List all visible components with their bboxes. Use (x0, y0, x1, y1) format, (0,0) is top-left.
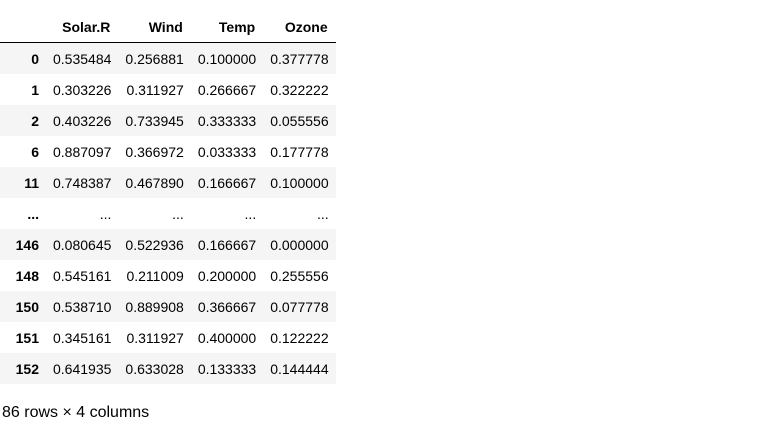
table-cell: 0.345161 (53, 329, 112, 346)
table-cell: 0.467890 (125, 174, 184, 191)
row-index: 11 (24, 174, 39, 191)
table-cell: 0.077778 (270, 298, 329, 315)
table-cell: 0.366667 (197, 298, 257, 315)
table-cell: 0.200000 (197, 267, 257, 284)
table-row: 0 0.535484 0.256881 0.100000 0.377778 (0, 42, 336, 74)
row-index: 6 (31, 143, 39, 160)
table-cell: 0.080645 (53, 236, 112, 253)
row-index: 150 (15, 298, 39, 315)
table-row: 1 0.303226 0.311927 0.266667 0.322222 (0, 74, 336, 105)
table-row: 148 0.545161 0.211009 0.200000 0.255556 (0, 260, 336, 291)
row-index: 1 (31, 81, 39, 98)
table-cell: 0.748387 (53, 174, 112, 191)
table-cell: 0.311927 (126, 81, 184, 98)
table-row: ............... (0, 198, 336, 229)
table-body: 0 0.535484 0.256881 0.100000 0.377778 1 0.3032… (0, 42, 336, 384)
table-cell: 0.211009 (126, 267, 184, 284)
table-row: 151 0.345161 0.311927 0.400000 0.122222 (0, 322, 336, 353)
table-cell: 0.535484 (53, 50, 112, 67)
index-header (0, 12, 46, 43)
table-cell: 0.166667 (197, 174, 257, 191)
dataframe-table: Solar.R Wind Temp Ozone 0 0.535484 0.25688… (0, 12, 336, 384)
table-cell: ... (316, 205, 329, 222)
column-header-ozone: Ozone (263, 12, 336, 43)
row-index: 151 (15, 329, 39, 346)
table-cell: 0.166667 (197, 236, 257, 253)
table-cell: 0.322222 (270, 81, 329, 98)
column-header-solar-r: Solar.R (46, 12, 119, 43)
row-index: 148 (15, 267, 39, 284)
table-row: 2 0.403226 0.733945 0.333333 0.055556 (0, 105, 336, 136)
table-cell: 0.366972 (125, 143, 184, 160)
table-cell: 0.538710 (53, 298, 112, 315)
table-cell: 0.100000 (197, 50, 257, 67)
table-cell: 0.000000 (270, 236, 329, 253)
column-header-temp: Temp (190, 12, 264, 43)
table-cell: ... (244, 205, 257, 222)
header-row: Solar.R Wind Temp Ozone (0, 12, 336, 43)
table-cell: 0.889908 (125, 298, 184, 315)
table-cell: ... (172, 205, 184, 222)
table-row: 146 0.080645 0.522936 0.166667 0.000000 (0, 229, 336, 260)
table-cell: 0.133333 (197, 360, 257, 377)
table-cell: 0.633028 (125, 360, 184, 377)
row-index: 0 (31, 50, 39, 67)
table-row: 11 0.748387 0.467890 0.166667 0.100000 (0, 167, 336, 198)
row-index: 2 (31, 112, 39, 129)
table-cell: 0.144444 (270, 360, 329, 377)
table-cell: 0.255556 (270, 267, 329, 284)
table-cell: 0.122222 (270, 329, 329, 346)
dataframe-output: Solar.R Wind Temp Ozone 0 0.535484 0.25688… (0, 12, 336, 384)
table-row: 152 0.641935 0.633028 0.133333 0.144444 (0, 353, 336, 384)
table-cell: 0.033333 (197, 143, 257, 160)
table-cell: 0.545161 (53, 267, 112, 284)
table-cell: 0.311927 (126, 329, 184, 346)
row-index: 146 (15, 236, 39, 253)
table-cell: ... (99, 205, 112, 222)
column-header-wind: Wind (118, 12, 191, 43)
table-cell: 0.256881 (125, 50, 184, 67)
table-cell: 0.400000 (197, 329, 257, 346)
table-cell: 0.303226 (53, 81, 112, 98)
table-cell: 0.333333 (197, 112, 257, 129)
table-cell: 0.887097 (53, 143, 112, 160)
table-cell: 0.055556 (270, 112, 329, 129)
table-cell: 0.100000 (270, 174, 329, 191)
table-cell: 0.641935 (53, 360, 112, 377)
table-row: 150 0.538710 0.889908 0.366667 0.077778 (0, 291, 336, 322)
table-cell: 0.522936 (125, 236, 184, 253)
table-cell: 0.377778 (270, 50, 329, 67)
row-index: ... (27, 205, 39, 222)
table-cell: 0.266667 (197, 81, 257, 98)
shape-summary: 86 rows × 4 columns (2, 404, 150, 421)
table-cell: 0.403226 (53, 112, 112, 129)
row-index: 152 (15, 360, 39, 377)
table-cell: 0.177778 (270, 143, 329, 160)
table-row: 6 0.887097 0.366972 0.033333 0.177778 (0, 136, 336, 167)
table-cell: 0.733945 (125, 112, 184, 129)
